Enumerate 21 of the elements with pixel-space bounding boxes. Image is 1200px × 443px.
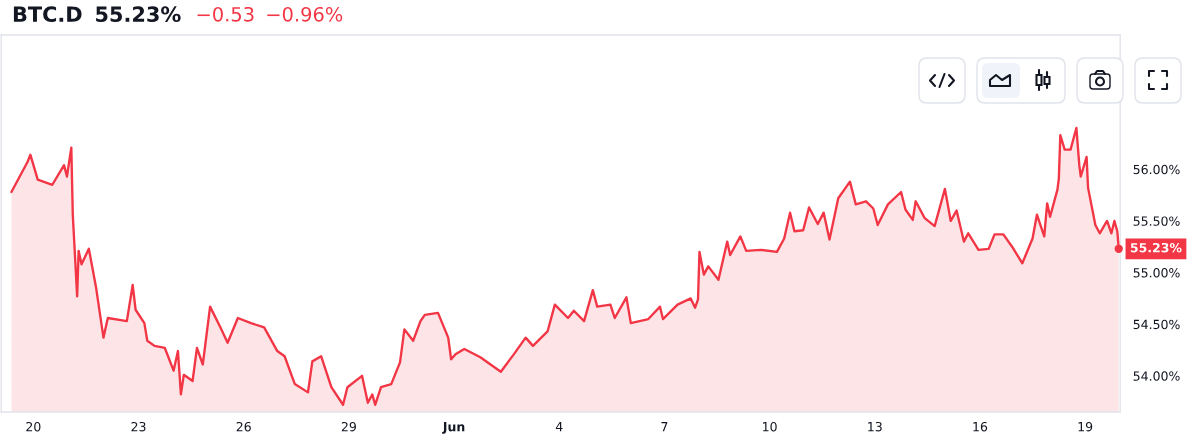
x-tick-label: 16 (973, 421, 988, 432)
y-tick-label: 55.50% (1133, 216, 1180, 226)
text: −0.96% (267, 6, 343, 22)
x-tick-label: 26 (236, 421, 251, 432)
chart-title: BTC.D (13, 6, 82, 23)
x-tick-label: 10 (763, 421, 777, 432)
y-tick-label: 54.50% (1133, 319, 1180, 330)
x-tick-label: 29 (341, 421, 356, 432)
x-tick-label: 4 (555, 422, 563, 432)
text: −0.53 (197, 6, 254, 22)
y-tick-label: 54.00% (1133, 371, 1180, 381)
annotation: 55.23% (1130, 242, 1182, 253)
chart-subtitle: 55.23% (96, 6, 181, 23)
y-tick-label: 56.00% (1133, 164, 1180, 175)
x-tick-label: 23 (131, 421, 146, 432)
x-tick-label: Jun (442, 422, 465, 434)
x-tick-label: 20 (26, 421, 41, 432)
x-tick-label: 19 (1078, 421, 1093, 432)
x-tick-label: 13 (868, 421, 882, 432)
x-tick-label: 7 (661, 422, 668, 432)
y-tick-label: 55.00% (1133, 268, 1180, 278)
